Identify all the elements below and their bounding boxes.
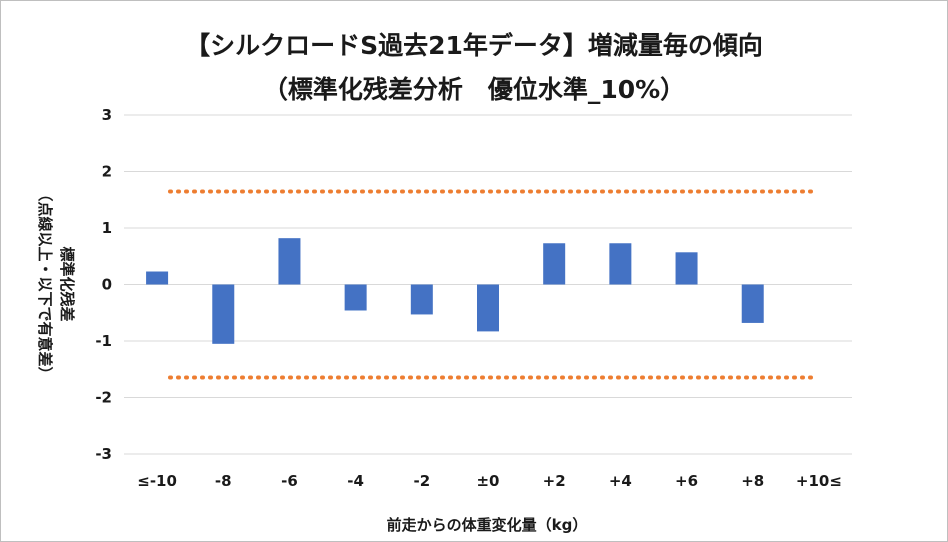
x-axis-label: 前走からの体重変化量（kg）	[387, 516, 588, 534]
bar	[278, 238, 301, 285]
y-axis-note: （点線以上・以下で有意差）	[36, 186, 54, 381]
y-axis-label: 標準化残差	[58, 246, 76, 321]
bar	[212, 284, 235, 344]
x-tick-label: +8	[741, 472, 764, 490]
x-tick-label: +6	[675, 472, 698, 490]
bars	[146, 238, 764, 344]
y-tick-label: -2	[95, 389, 112, 407]
x-tick-label: +4	[609, 472, 632, 490]
chart-title: 【シルクロードS過去21年データ】増減量毎の傾向	[185, 31, 763, 60]
y-tick-label: 3	[102, 106, 112, 124]
bar	[741, 284, 764, 323]
x-tick-label: -2	[413, 472, 430, 490]
x-axis-ticks: ≤-10 -8 -6 -4 -2 ±0 +2 +4 +6 +8 +10≤	[137, 472, 842, 490]
x-tick-label: +2	[543, 472, 566, 490]
y-tick-label: 2	[102, 163, 112, 181]
y-tick-label: 0	[102, 276, 112, 294]
bar	[675, 252, 698, 285]
bar	[609, 243, 632, 285]
bar	[543, 243, 566, 285]
bar	[477, 284, 499, 332]
y-tick-label: -1	[95, 332, 112, 350]
bar	[344, 284, 367, 311]
x-tick-label: -4	[347, 472, 364, 490]
x-tick-label: -8	[215, 472, 232, 490]
x-tick-label: ≤-10	[137, 472, 177, 490]
y-tick-label: -3	[95, 445, 112, 463]
y-axis-ticks: -3 -2 -1 0 1 2 3	[95, 106, 112, 463]
chart-subtitle: （標準化残差分析 優位水準_10%）	[262, 75, 686, 104]
bar	[410, 284, 433, 315]
x-tick-label: +10≤	[796, 472, 842, 490]
y-tick-label: 1	[102, 219, 112, 237]
x-tick-label: ±0	[476, 472, 499, 490]
x-tick-label: -6	[281, 472, 298, 490]
bar	[146, 271, 169, 285]
